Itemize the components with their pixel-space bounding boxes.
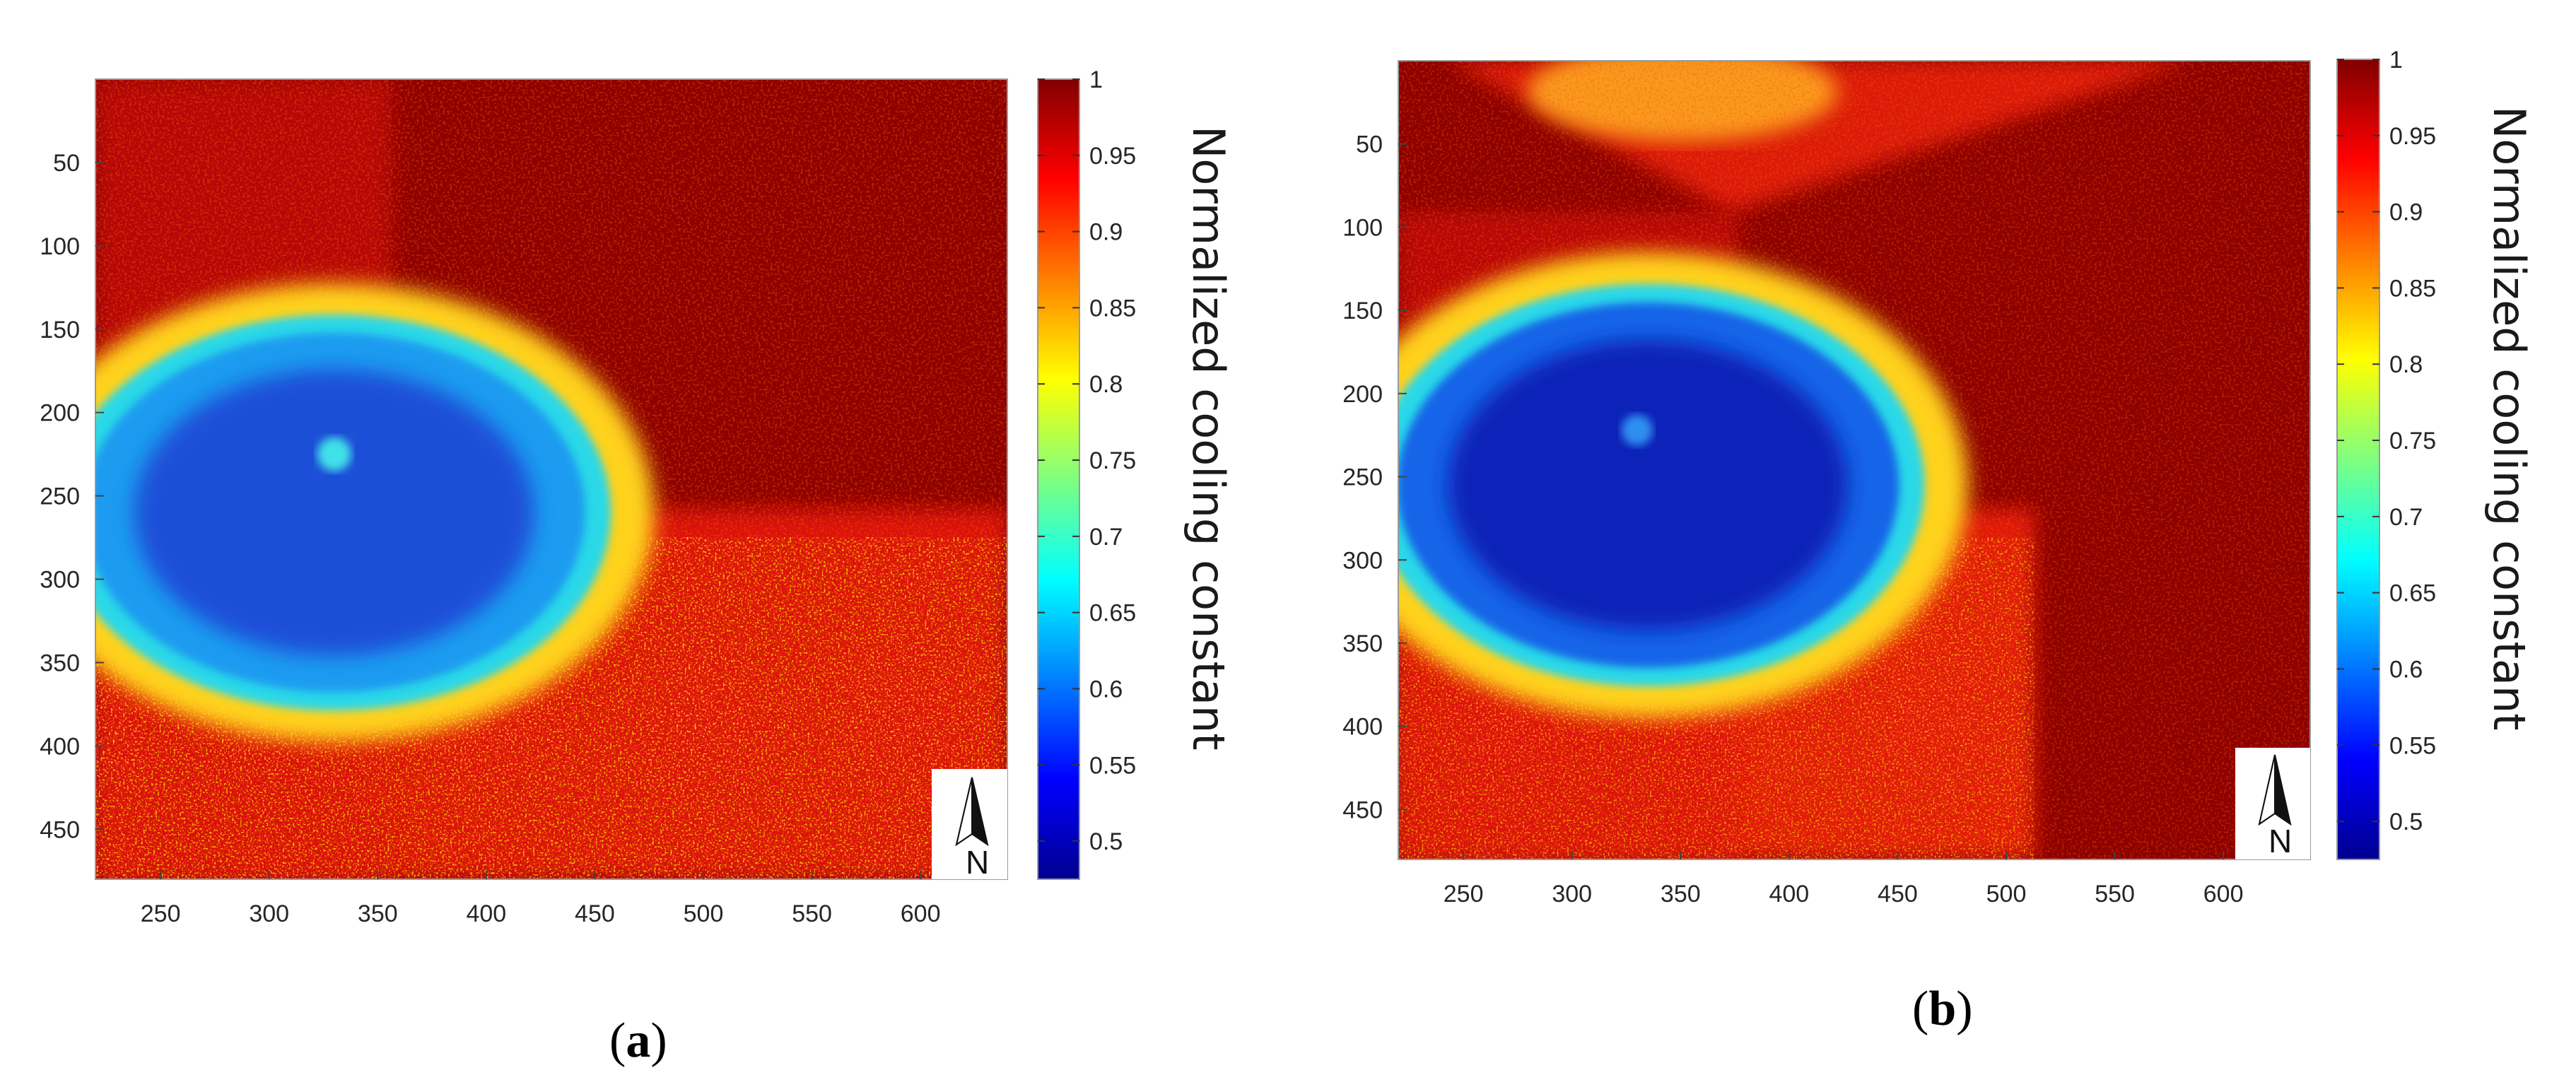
y-tick-label: 300: [1342, 547, 1383, 574]
colorbar-tick-label: 1: [1089, 66, 1103, 93]
x-tick-label: 500: [1986, 881, 2027, 907]
x-tick-label: 250: [141, 900, 181, 927]
colorbar-tick-label: 0.6: [1089, 676, 1123, 703]
y-tick-label: 200: [40, 400, 80, 427]
north-letter-a: N: [966, 844, 989, 881]
colorbar-tick-label: 0.85: [1089, 295, 1136, 322]
colorbar-b-bar: [2336, 59, 2380, 860]
colorbar-tick-label: 0.75: [1089, 447, 1136, 474]
colorbar-a: 1 0.95 0.9 0.85 0.8 0.75 0.7 0.65 0.6 0.55 0.5 Nor…: [1037, 66, 1234, 880]
colorbar-tick-label: 1: [2389, 47, 2403, 74]
panel-a-label: (a): [609, 1014, 667, 1068]
y-tick-label: 150: [40, 317, 80, 343]
heatmap-a: [95, 79, 1007, 879]
y-tick-label: 50: [53, 150, 80, 177]
colorbar-tick-label: 0.5: [2389, 809, 2423, 835]
pool-b-core: [1448, 339, 1848, 630]
hot-spot-a: [317, 437, 351, 471]
colorbar-tick-label: 0.85: [2389, 275, 2436, 302]
x-tick-label: 450: [575, 900, 615, 927]
north-arrow-a: N: [932, 769, 1007, 881]
north-arrow-b: N: [2235, 748, 2310, 859]
x-tick-label: 500: [684, 900, 724, 927]
colorbar-b-label: Normalized cooling constant: [2483, 106, 2535, 731]
colorbar-tick-label: 0.95: [1089, 143, 1136, 170]
colorbar-tick-label: 0.75: [2389, 428, 2436, 454]
north-arrow-b-half: [2258, 754, 2276, 826]
colorbar-tick-label: 0.6: [2389, 656, 2423, 683]
colorbar-tick-label: 0.65: [2389, 580, 2436, 607]
panel-b: 250 300 350 400 450 500 550 600 50 100 150 200 250 3…: [1342, 47, 2535, 1036]
north-arrow-a-half: [955, 777, 973, 847]
axes-a-frame: [95, 78, 1008, 880]
x-tick-label: 300: [249, 900, 289, 927]
x-tick-label: 550: [2095, 881, 2135, 907]
colorbar-a-label: Normalized cooling constant: [1183, 126, 1234, 751]
y-tick-label: 150: [1342, 298, 1383, 324]
y-tick-label: 400: [1342, 714, 1383, 741]
colorbar-tick-label: 0.8: [1089, 371, 1123, 398]
y-tick-label: 350: [1342, 630, 1383, 657]
y-axis-b: 50 100 150 200 250 300 350 400 450: [1342, 131, 1407, 823]
colorbar-tick-label: 0.9: [2389, 199, 2423, 226]
colorbar-tick-label: 0.95: [2389, 123, 2436, 150]
y-tick-label: 400: [40, 733, 80, 760]
y-tick-label: 200: [1342, 381, 1383, 408]
y-tick-label: 250: [1342, 464, 1383, 491]
y-tick-label: 450: [1342, 797, 1383, 823]
pool-a-core: [134, 369, 534, 656]
colorbar-tick-label: 0.7: [1089, 524, 1123, 551]
y-tick-label: 100: [40, 233, 80, 260]
colorbar-b-ticks: 1 0.95 0.9 0.85 0.8 0.75 0.7 0.65 0.6 0.55 0.5: [2337, 47, 2436, 835]
panel-a: 250 300 350 400 450 500 550 600 50 100 150 200 250 3…: [40, 66, 1234, 1068]
y-tick-label: 300: [40, 567, 80, 594]
colorbar-a-ticks: 1 0.95 0.9 0.85 0.8 0.75 0.7 0.65 0.6 0.55 0.5: [1038, 66, 1136, 855]
colorbar-a-bar: [1037, 78, 1080, 880]
y-tick-label: 350: [40, 650, 80, 676]
colorbar-tick-label: 0.8: [2389, 351, 2423, 378]
colorbar-tick-label: 0.55: [1089, 752, 1136, 779]
colorbar-tick-label: 0.55: [2389, 732, 2436, 759]
axes-b-frame: [1398, 60, 2311, 860]
x-tick-label: 250: [1444, 881, 1484, 907]
colorbar-tick-label: 0.65: [1089, 600, 1136, 627]
x-tick-label: 600: [901, 900, 941, 927]
colorbar-tick-label: 0.5: [1089, 828, 1123, 855]
colorbar-tick-label: 0.7: [2389, 504, 2423, 531]
x-tick-label: 600: [2203, 881, 2244, 907]
y-tick-label: 250: [40, 483, 80, 510]
y-tick-label: 450: [40, 816, 80, 843]
colorbar-tick-label: 0.9: [1089, 219, 1123, 246]
x-tick-label: 450: [1878, 881, 1918, 907]
y-tick-label: 50: [1356, 131, 1383, 158]
x-tick-label: 550: [792, 900, 832, 927]
x-tick-label: 350: [358, 900, 398, 927]
x-tick-label: 300: [1552, 881, 1592, 907]
heatmap-b: [1398, 61, 2310, 859]
x-tick-label: 350: [1661, 881, 1701, 907]
y-axis-a: 50 100 150 200 250 300 350 400 450: [40, 150, 104, 843]
x-tick-label: 400: [466, 900, 506, 927]
north-letter-b: N: [2268, 823, 2292, 859]
x-axis-a: 250 300 350 400 450 500 550 600: [141, 871, 941, 927]
colorbar-b: 1 0.95 0.9 0.85 0.8 0.75 0.7 0.65 0.6 0.55 0.5 Nor…: [2336, 47, 2535, 860]
panel-b-label: (b): [1912, 982, 1973, 1036]
hot-spot-b: [1621, 414, 1653, 446]
y-tick-label: 100: [1342, 214, 1383, 241]
x-axis-b: 250 300 350 400 450 500 550 600: [1444, 851, 2244, 907]
x-tick-label: 400: [1769, 881, 1809, 907]
